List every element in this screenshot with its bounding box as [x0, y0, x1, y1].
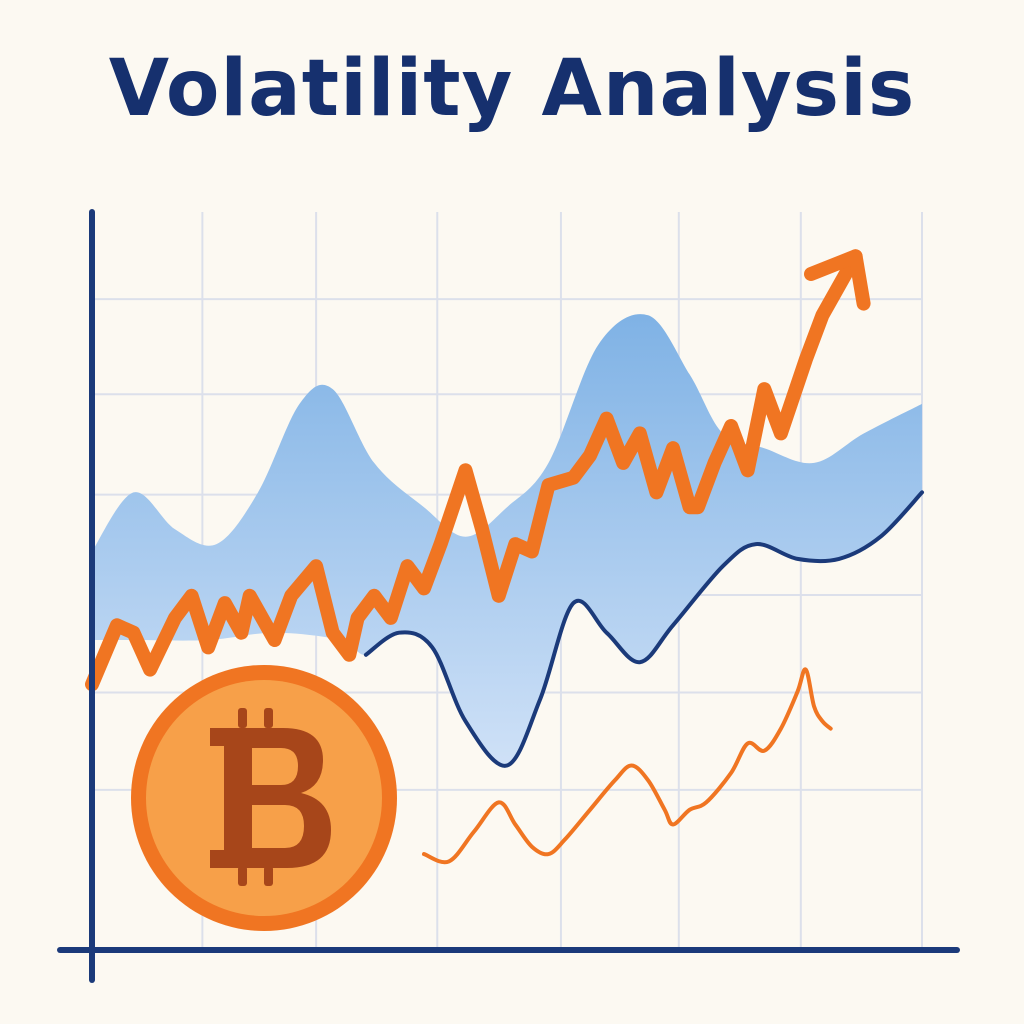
- bitcoin-symbol-icon: [210, 708, 331, 886]
- bitcoin-icon: [131, 665, 397, 931]
- data-lines: [85, 249, 871, 865]
- volatility-band: [92, 314, 924, 768]
- price-line: [85, 249, 863, 692]
- chart-title: Volatility Analysis: [108, 44, 916, 134]
- small-trend-line: [422, 667, 833, 865]
- volatility-band-area: [92, 314, 922, 766]
- volatility-band-lower-line: [363, 490, 924, 768]
- trend-arrow-icon: [804, 249, 871, 311]
- axes: [57, 209, 960, 983]
